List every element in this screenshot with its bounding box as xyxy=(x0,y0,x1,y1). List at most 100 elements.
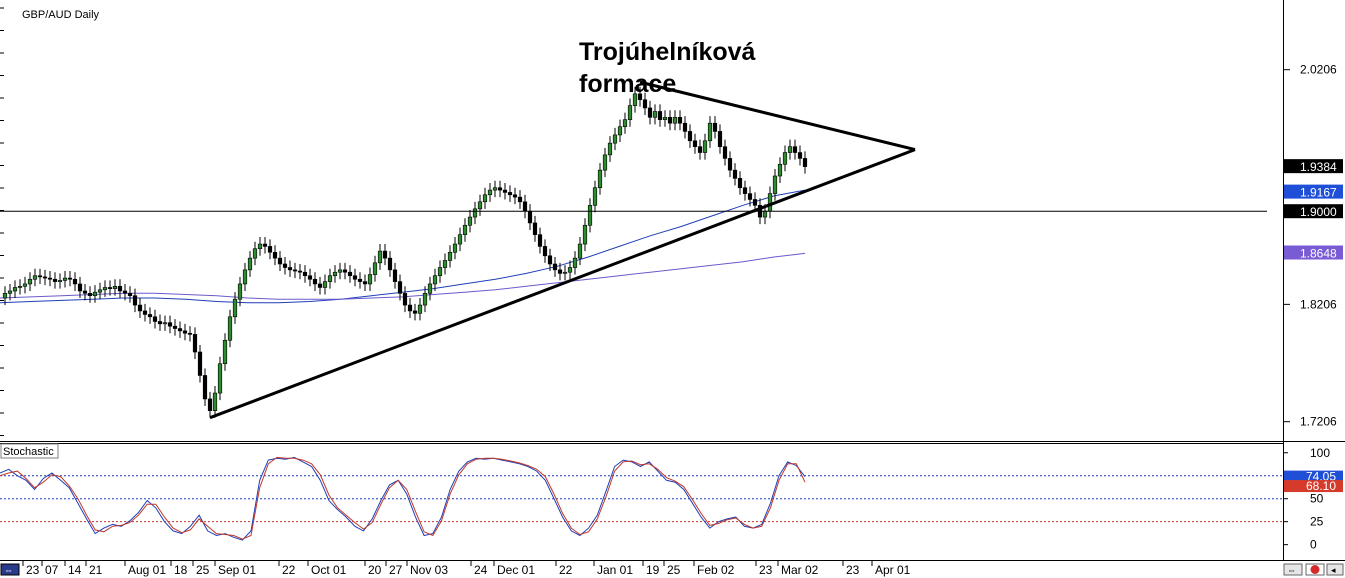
candle-body xyxy=(522,201,528,212)
candle-body xyxy=(332,271,338,277)
candle-body xyxy=(547,255,553,265)
candle-body xyxy=(452,243,458,253)
candle-body xyxy=(207,398,213,411)
candle-body xyxy=(772,175,778,194)
candle-body xyxy=(47,277,53,280)
candle-body xyxy=(472,208,478,218)
candle-body xyxy=(192,334,198,353)
candle-body xyxy=(412,310,418,314)
candle-body xyxy=(352,275,358,280)
scroll-left-button[interactable]: ⇔ xyxy=(0,563,20,576)
candle-body xyxy=(507,192,513,196)
triangle-trendlines xyxy=(209,80,916,420)
candle-body xyxy=(667,117,673,124)
candle-body xyxy=(297,270,303,273)
price-badge xyxy=(1284,184,1343,199)
candle-body xyxy=(397,281,403,294)
candle-body xyxy=(282,263,288,268)
candle-body xyxy=(172,325,178,329)
x-tick-label: 14 xyxy=(68,563,82,577)
candle-body xyxy=(737,178,743,189)
price-badge xyxy=(1284,245,1343,260)
candle-body xyxy=(122,290,128,294)
candle-body xyxy=(402,293,408,306)
candle-body xyxy=(747,193,753,200)
y-tick-label: 2.0206 xyxy=(1300,63,1337,77)
price-badge xyxy=(1284,204,1343,219)
x-tick-label: Aug 01 xyxy=(128,563,166,577)
candle-body xyxy=(292,269,298,272)
candle-body xyxy=(692,140,698,147)
x-tick-label: Oct 01 xyxy=(311,563,347,577)
candle-body xyxy=(247,257,253,271)
candle-body xyxy=(392,269,398,282)
svg-text:⇔: ⇔ xyxy=(4,565,13,575)
svg-text:◂: ◂ xyxy=(1331,565,1336,575)
trendline-lower xyxy=(209,148,916,420)
x-tick-label: Dec 01 xyxy=(497,563,535,577)
candle-body xyxy=(462,224,468,235)
candle-body xyxy=(97,289,103,293)
candle-body xyxy=(432,275,438,285)
candle-body xyxy=(132,295,138,306)
candle-body xyxy=(262,243,268,247)
left-axis-ticks xyxy=(0,7,4,436)
scroll-fit-button[interactable]: ⇔ xyxy=(1283,563,1303,576)
candle-body xyxy=(342,269,348,273)
candle-body xyxy=(792,146,798,153)
candle-body xyxy=(567,267,573,273)
candlestick-series xyxy=(2,86,808,418)
candle-body xyxy=(382,250,388,259)
candle-body xyxy=(357,278,363,282)
stochastic-label: Stochastic xyxy=(3,446,54,458)
candle-body xyxy=(202,375,208,400)
candle-body xyxy=(492,187,498,191)
candle-body xyxy=(517,196,523,203)
candle-body xyxy=(482,194,488,203)
candle-body xyxy=(2,293,8,299)
candle-body xyxy=(617,126,623,136)
candle-body xyxy=(177,328,183,332)
candle-body xyxy=(682,122,688,132)
candle-body xyxy=(742,187,748,194)
price-badge-label: 1.9000 xyxy=(1300,205,1337,219)
x-tick-label: 20 xyxy=(368,563,382,577)
candle-body xyxy=(267,246,273,253)
candle-body xyxy=(22,283,28,287)
candle-body xyxy=(117,285,123,292)
candle-body xyxy=(42,276,48,279)
pin-button[interactable] xyxy=(1305,563,1325,576)
stochastic-badge-label: 68.10 xyxy=(1306,479,1336,493)
scroll-back-button[interactable]: ◂ xyxy=(1326,563,1344,576)
stochastic-line xyxy=(0,456,806,540)
candle-body xyxy=(552,263,558,271)
candle-body xyxy=(677,117,683,124)
moving-average-line xyxy=(0,252,806,300)
x-tick-label: Nov 03 xyxy=(410,563,448,577)
candle-body xyxy=(652,111,658,118)
price-panel-frame xyxy=(0,0,1283,441)
x-tick-label: 24 xyxy=(474,563,488,577)
candle-body xyxy=(532,222,538,235)
x-tick-label: 25 xyxy=(667,563,681,577)
candle-body xyxy=(477,201,483,210)
candle-body xyxy=(12,287,18,292)
stochastic-line xyxy=(0,456,806,541)
candle-body xyxy=(612,134,618,144)
candle-body xyxy=(622,119,628,128)
candle-body xyxy=(107,287,113,289)
candle-body xyxy=(137,304,143,312)
x-tick-label: 23 xyxy=(846,563,860,577)
candle-body xyxy=(502,189,508,193)
x-tick-label: Mar 02 xyxy=(781,563,819,577)
candle-body xyxy=(67,277,73,280)
candle-body xyxy=(27,278,33,285)
stoch-tick-label: 0 xyxy=(1310,538,1317,552)
candle-body xyxy=(657,111,663,120)
x-tick-label: 21 xyxy=(89,563,103,577)
candle-body xyxy=(187,332,193,335)
candle-body xyxy=(222,339,228,365)
candle-body xyxy=(277,257,283,265)
candle-body xyxy=(582,224,588,245)
candle-body xyxy=(87,293,93,296)
